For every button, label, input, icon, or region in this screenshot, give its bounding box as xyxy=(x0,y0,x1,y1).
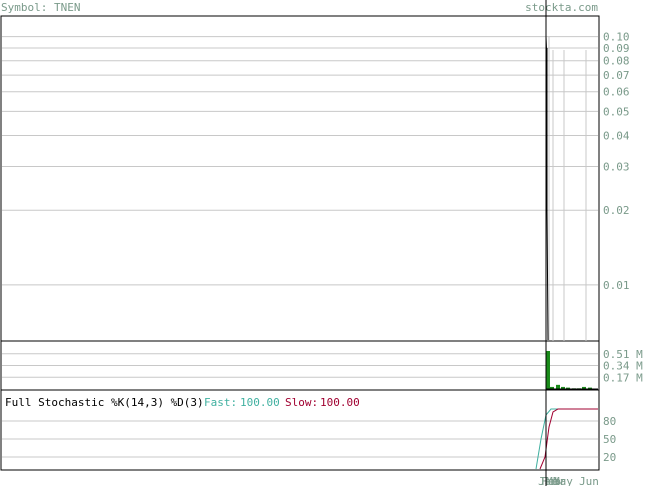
price-tick-labels: 0.100.090.080.07 0.06 0.05 0.04 0.03 0.02 0.01 xyxy=(603,31,630,292)
volume-tick-label: 0.51 M xyxy=(603,348,643,361)
price-tick-label: 0.06 xyxy=(603,86,630,99)
price-tick-label: 0.01 xyxy=(603,279,630,292)
volume-bars xyxy=(546,350,598,390)
volume-bar xyxy=(582,386,586,389)
volume-bar xyxy=(561,386,565,389)
stochastic-tick-label: 50 xyxy=(603,433,616,446)
price-tick-label: 0.04 xyxy=(603,129,630,142)
volume-gridlines xyxy=(2,353,598,378)
symbol-label: Symbol: TNEN xyxy=(1,1,80,14)
volume-bar xyxy=(546,350,550,389)
price-tick-label: 0.08 xyxy=(603,55,630,68)
price-tick-label: 0.07 xyxy=(603,69,630,82)
volume-bar xyxy=(566,387,570,389)
slow-label: Slow: xyxy=(285,396,318,409)
fast-label: Fast: xyxy=(204,396,237,409)
x-axis-label: Jun xyxy=(579,475,599,486)
stochastic-tick-labels: 80 50 20 xyxy=(603,415,616,464)
price-tick-label: 0.09 xyxy=(603,42,630,55)
x-axis-label: Feb xyxy=(541,475,561,486)
volume-bar xyxy=(550,386,554,389)
stochastic-title: Full Stochastic %K(14,3) %D(3) xyxy=(5,396,204,409)
price-tick-label: 0.10 xyxy=(603,31,630,44)
fast-value: 100.00 xyxy=(240,396,280,409)
volume-tick-label: 0.34 M xyxy=(603,360,643,373)
stochastic-panel-frame xyxy=(0,389,600,471)
stochastic-tick-label: 20 xyxy=(603,451,616,464)
stochastic-tick-label: 80 xyxy=(603,415,616,428)
price-tick-label: 0.03 xyxy=(603,160,630,173)
price-tick-label: 0.02 xyxy=(603,204,630,217)
x-axis-label: Mar xyxy=(546,475,566,486)
price-line xyxy=(545,36,549,341)
x-axis-label: May xyxy=(553,475,573,486)
site-label[interactable]: stockta.com xyxy=(525,1,598,14)
price-tick-label: 0.05 xyxy=(603,105,630,118)
volume-bar xyxy=(556,384,560,389)
x-axis-label: Jan xyxy=(538,475,558,486)
price-panel-frame xyxy=(0,15,600,342)
price-gridlines xyxy=(2,36,598,286)
slow-value: 100.00 xyxy=(320,396,360,409)
price-series xyxy=(545,36,550,341)
volume-bar xyxy=(588,387,592,389)
volume-tick-label: 0.17 M xyxy=(603,371,643,384)
volume-tick-labels: 0.51 M0.34 M0.17 M xyxy=(603,348,643,385)
stochastic-gridlines xyxy=(2,420,598,458)
